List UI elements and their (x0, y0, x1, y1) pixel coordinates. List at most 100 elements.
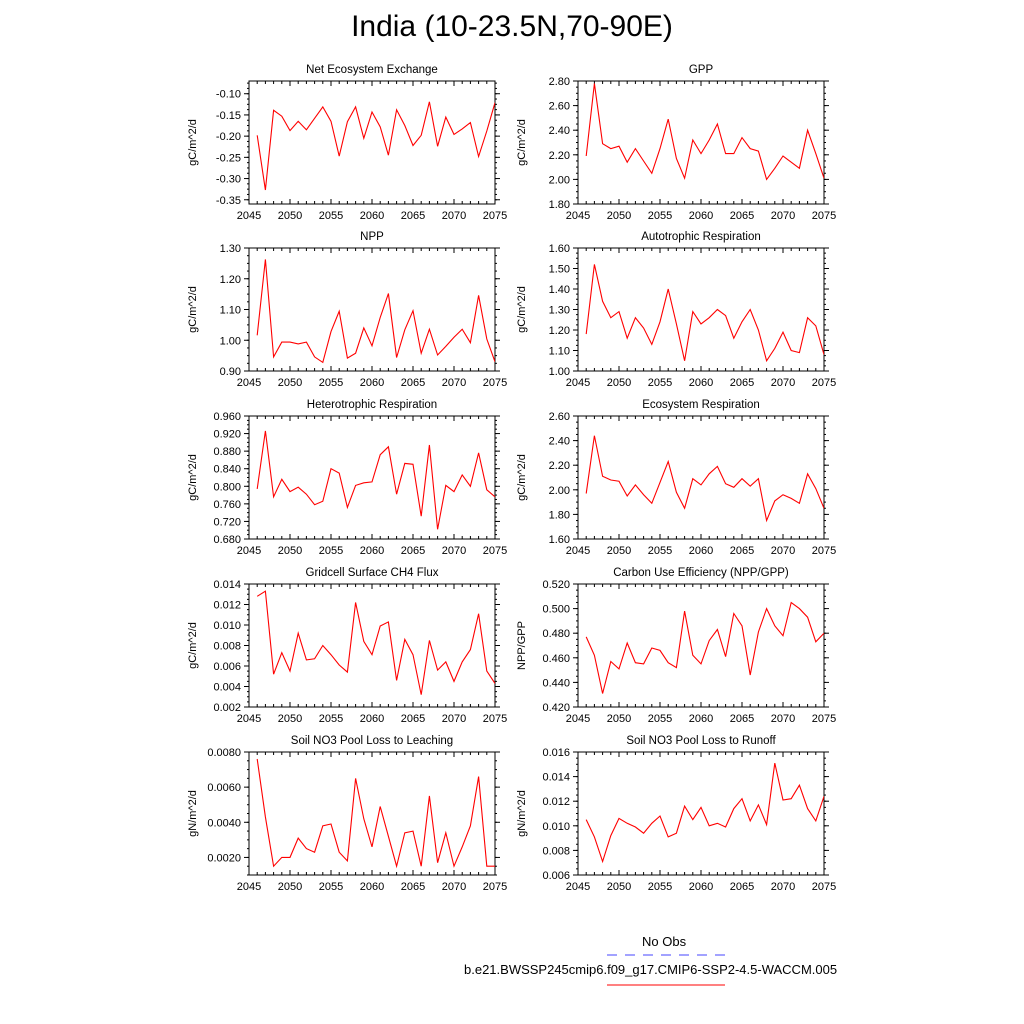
x-tick-label: 2065 (730, 713, 754, 725)
plot-frame (248, 247, 496, 372)
x-tick-label: 2055 (648, 210, 672, 222)
y-tick-label: 2.40 (549, 436, 570, 448)
panel-title: Net Ecosystem Exchange (306, 64, 438, 76)
x-tick-label: 2045 (566, 881, 590, 893)
x-tick-label: 2075 (483, 545, 507, 557)
chart-panel-10: 2045 2050 2055 2060 2065 2070 2075 0.006 0.008 0.… (516, 735, 836, 893)
y-tick-label: 0.480 (542, 628, 570, 640)
y-tick-label: 2.80 (549, 76, 570, 88)
x-tick-label: 2055 (319, 545, 343, 557)
chart-panel-9: 2045 2050 2055 2060 2065 2070 2075 0.0020 0.0040… (187, 735, 507, 893)
y-tick-label: 0.840 (213, 464, 241, 476)
x-tick-label: 2070 (442, 713, 466, 725)
x-tick-label: 2075 (483, 377, 507, 389)
y-tick-label: 2.60 (549, 411, 570, 423)
x-tick-label: 2050 (607, 881, 631, 893)
x-tick-label: 2065 (401, 713, 425, 725)
x-tick-label: 2065 (730, 881, 754, 893)
x-tick-label: 2070 (442, 210, 466, 222)
y-tick-label: 0.008 (213, 641, 241, 653)
chart-panel-4: 2045 2050 2055 2060 2065 2070 2075 1.00 1.10 1.20… (516, 231, 836, 389)
y-tick-label: 0.460 (542, 653, 570, 665)
x-tick-label: 2075 (812, 210, 836, 222)
y-tick-label: 1.10 (549, 346, 570, 358)
y-tick-label: 0.920 (213, 429, 241, 441)
series-line (256, 590, 495, 695)
x-tick-label: 2060 (360, 545, 384, 557)
chart-panel-5: 2045 2050 2055 2060 2065 2070 2075 0.680 0.720 0.… (187, 399, 507, 557)
y-axis-label: NPP/GPP (516, 621, 528, 670)
x-tick-label: 2065 (730, 377, 754, 389)
y-tick-label: 2.20 (549, 460, 570, 472)
y-tick-label: -0.15 (216, 110, 241, 122)
x-tick-label: 2050 (278, 545, 302, 557)
plot-frame (577, 583, 825, 708)
y-tick-label: 2.00 (549, 485, 570, 497)
x-tick-label: 2045 (237, 210, 261, 222)
y-axis-label: gN/m^2/d (187, 790, 199, 837)
x-tick-label: 2075 (483, 210, 507, 222)
y-axis-label: gN/m^2/d (516, 790, 528, 837)
y-tick-label: 0.006 (213, 661, 241, 673)
y-tick-label: -0.20 (216, 131, 241, 143)
y-axis-label: gC/m^2/d (187, 454, 199, 501)
x-tick-label: 2045 (566, 377, 590, 389)
series-line (256, 101, 495, 191)
page-title: India (10-23.5N,70-90E) (351, 10, 673, 43)
y-tick-label: 0.90 (220, 366, 241, 378)
y-axis-label: gC/m^2/d (516, 454, 528, 501)
x-tick-label: 2065 (401, 377, 425, 389)
y-tick-label: 0.720 (213, 516, 241, 528)
plot-frame (248, 415, 496, 540)
y-tick-label: 0.008 (542, 845, 570, 857)
x-tick-label: 2065 (401, 210, 425, 222)
y-tick-label: 0.960 (213, 411, 241, 423)
x-tick-label: 2050 (607, 713, 631, 725)
panel-title: Heterotrophic Respiration (307, 399, 437, 411)
y-tick-label: 0.0060 (207, 782, 241, 794)
y-axis-label: gC/m^2/d (187, 622, 199, 669)
x-tick-label: 2070 (771, 881, 795, 893)
y-tick-label: 0.760 (213, 499, 241, 511)
series-line (585, 762, 824, 864)
plot-frame (248, 583, 496, 708)
x-tick-label: 2050 (278, 881, 302, 893)
x-tick-label: 2055 (319, 377, 343, 389)
y-axis-label: gC/m^2/d (516, 286, 528, 333)
y-tick-label: -0.25 (216, 152, 241, 164)
y-tick-label: 1.00 (220, 335, 241, 347)
plot-frame (577, 247, 825, 372)
y-tick-label: 0.012 (213, 600, 241, 612)
y-axis-label: gC/m^2/d (516, 119, 528, 166)
chart-panel-6: 2045 2050 2055 2060 2065 2070 2075 1.60 1.80 2.00… (516, 399, 836, 557)
plot-frame (248, 80, 496, 205)
y-tick-label: 0.520 (542, 579, 570, 591)
y-tick-label: 1.50 (549, 264, 570, 276)
x-tick-label: 2065 (401, 545, 425, 557)
x-tick-label: 2060 (689, 377, 713, 389)
y-tick-label: 0.002 (213, 702, 241, 714)
y-tick-label: -0.10 (216, 89, 241, 101)
y-tick-label: 2.40 (549, 125, 570, 137)
x-tick-label: 2055 (648, 377, 672, 389)
chart-panel-3: 2045 2050 2055 2060 2065 2070 2075 0.90 1.00 1.10… (187, 231, 507, 389)
x-tick-label: 2070 (442, 881, 466, 893)
y-tick-label: 0.004 (213, 682, 241, 694)
y-axis-label: gC/m^2/d (187, 119, 199, 166)
x-tick-label: 2060 (689, 210, 713, 222)
x-tick-label: 2060 (360, 377, 384, 389)
y-tick-label: -0.35 (216, 195, 241, 207)
y-tick-label: 1.20 (220, 274, 241, 286)
y-tick-label: 1.30 (220, 243, 241, 255)
x-tick-label: 2075 (483, 713, 507, 725)
x-tick-label: 2065 (730, 545, 754, 557)
panel-title: Ecosystem Respiration (642, 399, 760, 411)
y-tick-label: 0.500 (542, 604, 570, 616)
x-tick-label: 2045 (237, 377, 261, 389)
plot-frame (577, 751, 825, 876)
series-line (585, 264, 824, 363)
x-tick-label: 2050 (607, 545, 631, 557)
x-tick-label: 2055 (319, 210, 343, 222)
y-tick-label: 1.00 (549, 366, 570, 378)
